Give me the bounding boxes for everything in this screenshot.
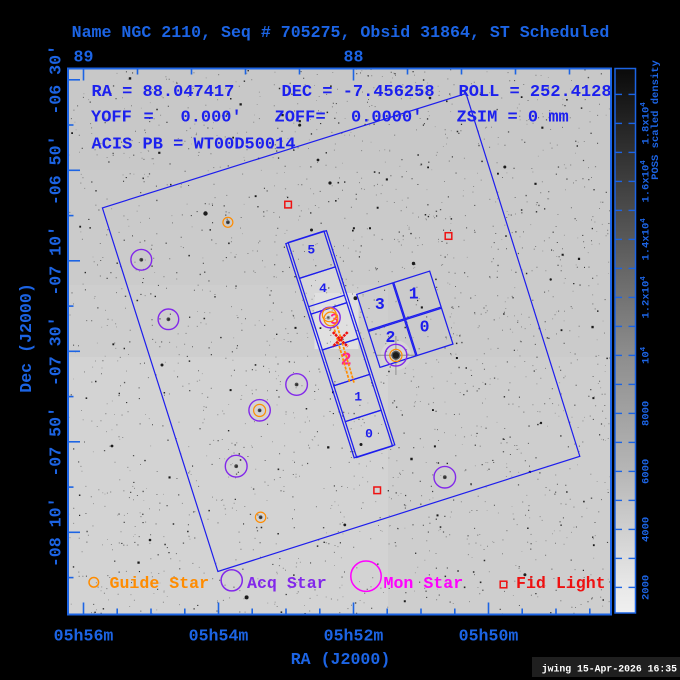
svg-text:ZOFF: ZOFF bbox=[275, 109, 316, 128]
svg-text:ZSIM = 0 mm: ZSIM = 0 mm bbox=[457, 109, 569, 128]
svg-text:-08 10': -08 10' bbox=[47, 497, 66, 567]
svg-text:ACIS PB = WT00D50014: ACIS PB = WT00D50014 bbox=[92, 136, 296, 155]
svg-text:Acq Star: Acq Star bbox=[247, 574, 327, 593]
svg-text:RA = 88.047417: RA = 88.047417 bbox=[92, 83, 235, 102]
svg-text:3: 3 bbox=[375, 295, 385, 314]
svg-text:Dec (J2000): Dec (J2000) bbox=[17, 283, 36, 393]
svg-text:-07 50': -07 50' bbox=[47, 407, 66, 477]
svg-text:ROLL = 252.4128: ROLL = 252.4128 bbox=[459, 83, 612, 102]
svg-text:-06 30': -06 30' bbox=[47, 45, 66, 115]
svg-text:6000: 6000 bbox=[641, 459, 653, 484]
svg-text:-07 10': -07 10' bbox=[47, 226, 66, 296]
svg-text:DEC = -7.456258: DEC = -7.456258 bbox=[282, 83, 435, 102]
svg-text:-07 30': -07 30' bbox=[47, 316, 66, 386]
svg-text:0.0000': 0.0000' bbox=[351, 109, 422, 128]
svg-text:05h52m: 05h52m bbox=[324, 627, 384, 646]
svg-text:89: 89 bbox=[74, 48, 94, 67]
svg-text:POSS scaled density: POSS scaled density bbox=[650, 59, 662, 179]
svg-text:1.6x104: 1.6x104 bbox=[640, 160, 653, 203]
svg-text:88: 88 bbox=[344, 48, 364, 67]
svg-text:5: 5 bbox=[307, 242, 315, 257]
svg-text:YOFF: YOFF bbox=[91, 109, 132, 128]
svg-text:2: 2 bbox=[341, 350, 352, 370]
svg-text:1.4x104: 1.4x104 bbox=[640, 218, 653, 261]
svg-text:1: 1 bbox=[409, 284, 419, 303]
svg-text:05h50m: 05h50m bbox=[459, 627, 519, 646]
svg-text:0: 0 bbox=[365, 426, 373, 441]
svg-text:05h54m: 05h54m bbox=[189, 627, 249, 646]
svg-text:Name NGC 2110, Seq # 705275, O: Name NGC 2110, Seq # 705275, Obsid 31864… bbox=[72, 23, 610, 42]
svg-text:2: 2 bbox=[386, 328, 396, 347]
svg-text:4000: 4000 bbox=[641, 517, 653, 542]
svg-text:4: 4 bbox=[319, 281, 327, 296]
svg-text:05h56m: 05h56m bbox=[54, 627, 114, 646]
svg-text:0.000': 0.000' bbox=[181, 109, 242, 128]
svg-text:1: 1 bbox=[354, 390, 362, 405]
svg-text:1.8x104: 1.8x104 bbox=[640, 102, 653, 145]
svg-text:0: 0 bbox=[420, 318, 430, 337]
svg-text:RA (J2000): RA (J2000) bbox=[291, 650, 391, 669]
svg-text:Guide Star: Guide Star bbox=[110, 574, 210, 593]
svg-text:jwing 15-Apr-2026 16:35: jwing 15-Apr-2026 16:35 bbox=[542, 664, 677, 675]
svg-text:-06 50': -06 50' bbox=[47, 135, 66, 205]
svg-text:2000: 2000 bbox=[641, 575, 653, 600]
svg-text:1.2x104: 1.2x104 bbox=[640, 276, 653, 319]
svg-text:8000: 8000 bbox=[641, 401, 653, 426]
svg-text:Fid Light: Fid Light bbox=[516, 574, 606, 593]
svg-text:=: = bbox=[316, 109, 326, 128]
svg-text:=: = bbox=[144, 109, 154, 128]
svg-text:Mon Star: Mon Star bbox=[384, 574, 464, 593]
